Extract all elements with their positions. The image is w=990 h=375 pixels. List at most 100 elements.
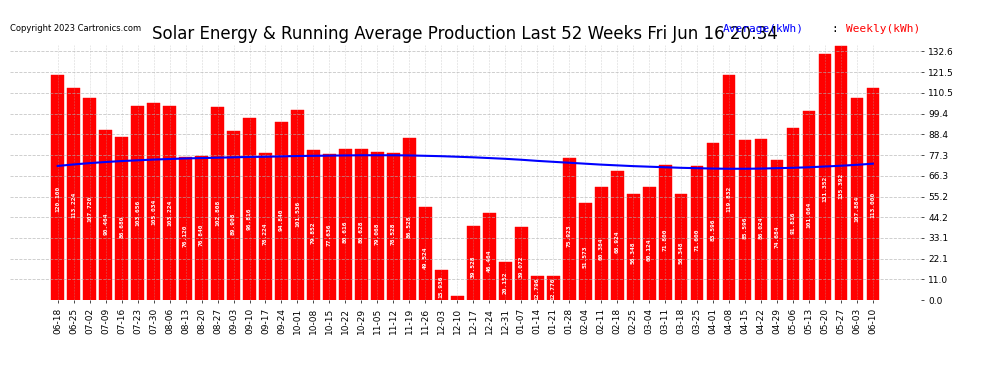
- Text: 131.352: 131.352: [823, 176, 828, 202]
- Bar: [819, 54, 832, 300]
- Bar: [435, 270, 447, 300]
- Text: 83.596: 83.596: [711, 218, 716, 241]
- Bar: [275, 122, 288, 300]
- Text: 86.024: 86.024: [758, 216, 763, 238]
- Bar: [499, 262, 512, 300]
- Text: 39.528: 39.528: [471, 255, 476, 278]
- Bar: [83, 98, 96, 300]
- Bar: [403, 138, 416, 300]
- Text: 79.068: 79.068: [375, 222, 380, 245]
- Text: 75.923: 75.923: [566, 225, 571, 247]
- Text: 90.464: 90.464: [103, 212, 108, 235]
- Text: 76.120: 76.120: [183, 225, 188, 247]
- Text: 107.884: 107.884: [854, 196, 859, 222]
- Bar: [850, 98, 863, 300]
- Bar: [754, 139, 767, 300]
- Text: 91.816: 91.816: [790, 211, 796, 234]
- Text: 15.936: 15.936: [439, 275, 444, 298]
- Text: 101.064: 101.064: [807, 202, 812, 228]
- Bar: [51, 75, 64, 300]
- Bar: [546, 276, 559, 300]
- Bar: [658, 165, 671, 300]
- Text: 94.840: 94.840: [279, 209, 284, 231]
- Text: 89.908: 89.908: [231, 213, 236, 236]
- Bar: [211, 107, 224, 300]
- Text: 74.684: 74.684: [774, 226, 779, 248]
- Text: 86.680: 86.680: [119, 216, 124, 238]
- Text: 120.100: 120.100: [55, 186, 60, 212]
- Text: :: :: [832, 24, 845, 34]
- Text: 85.596: 85.596: [742, 216, 747, 239]
- Bar: [562, 158, 575, 300]
- Bar: [355, 149, 368, 300]
- Bar: [611, 171, 624, 300]
- Text: 119.832: 119.832: [727, 186, 732, 212]
- Text: 71.600: 71.600: [695, 228, 700, 251]
- Text: 113.000: 113.000: [870, 192, 875, 218]
- Bar: [595, 187, 608, 300]
- Text: 78.528: 78.528: [391, 222, 396, 245]
- Text: 12.776: 12.776: [550, 278, 555, 300]
- Bar: [450, 296, 463, 300]
- Bar: [179, 157, 192, 300]
- Bar: [148, 103, 160, 300]
- Title: Solar Energy & Running Average Production Last 52 Weeks Fri Jun 16 20:34: Solar Energy & Running Average Productio…: [152, 26, 778, 44]
- Bar: [691, 166, 704, 300]
- Text: 71.800: 71.800: [662, 228, 667, 251]
- Bar: [515, 227, 528, 300]
- Text: 102.808: 102.808: [215, 200, 220, 226]
- Bar: [387, 153, 400, 300]
- Bar: [339, 149, 351, 300]
- Bar: [803, 111, 816, 300]
- Bar: [195, 156, 208, 300]
- Text: 86.528: 86.528: [407, 216, 412, 238]
- Text: 56.348: 56.348: [678, 241, 683, 264]
- Text: 103.656: 103.656: [135, 200, 141, 226]
- Text: 51.573: 51.573: [583, 245, 588, 268]
- Text: 39.072: 39.072: [519, 256, 524, 278]
- Bar: [291, 110, 304, 300]
- Text: 105.034: 105.034: [151, 198, 156, 225]
- Text: 76.840: 76.840: [199, 224, 204, 246]
- Text: 103.224: 103.224: [167, 200, 172, 226]
- Bar: [371, 152, 384, 300]
- Bar: [307, 150, 320, 300]
- Bar: [627, 194, 640, 300]
- Bar: [739, 140, 751, 300]
- Bar: [67, 88, 80, 300]
- Text: 12.796: 12.796: [535, 278, 540, 300]
- Text: 60.124: 60.124: [646, 238, 651, 261]
- Bar: [467, 226, 480, 300]
- Bar: [835, 46, 847, 300]
- Text: 107.720: 107.720: [87, 196, 92, 222]
- Bar: [227, 131, 240, 300]
- Text: 113.224: 113.224: [71, 191, 76, 217]
- Text: Average(kWh): Average(kWh): [723, 24, 804, 34]
- Bar: [675, 194, 687, 300]
- Text: 56.348: 56.348: [631, 241, 636, 264]
- Bar: [643, 187, 655, 300]
- Bar: [163, 106, 176, 300]
- Bar: [244, 118, 255, 300]
- Bar: [132, 106, 144, 300]
- Text: 96.816: 96.816: [248, 207, 252, 230]
- Text: 68.924: 68.924: [615, 231, 620, 253]
- Bar: [723, 75, 736, 300]
- Text: 80.616: 80.616: [343, 221, 347, 243]
- Bar: [531, 276, 544, 300]
- Bar: [770, 160, 783, 300]
- Text: 101.536: 101.536: [295, 201, 300, 228]
- Text: 46.464: 46.464: [487, 249, 492, 272]
- Bar: [579, 203, 592, 300]
- Bar: [707, 143, 720, 300]
- Bar: [115, 138, 128, 300]
- Bar: [99, 130, 112, 300]
- Text: 60.384: 60.384: [599, 238, 604, 260]
- Text: 135.392: 135.392: [839, 172, 843, 199]
- Bar: [419, 207, 432, 300]
- Text: Weekly(kWh): Weekly(kWh): [846, 24, 921, 34]
- Text: 79.852: 79.852: [311, 221, 316, 244]
- Bar: [259, 153, 272, 300]
- Bar: [323, 154, 336, 300]
- Text: 78.224: 78.224: [263, 223, 268, 245]
